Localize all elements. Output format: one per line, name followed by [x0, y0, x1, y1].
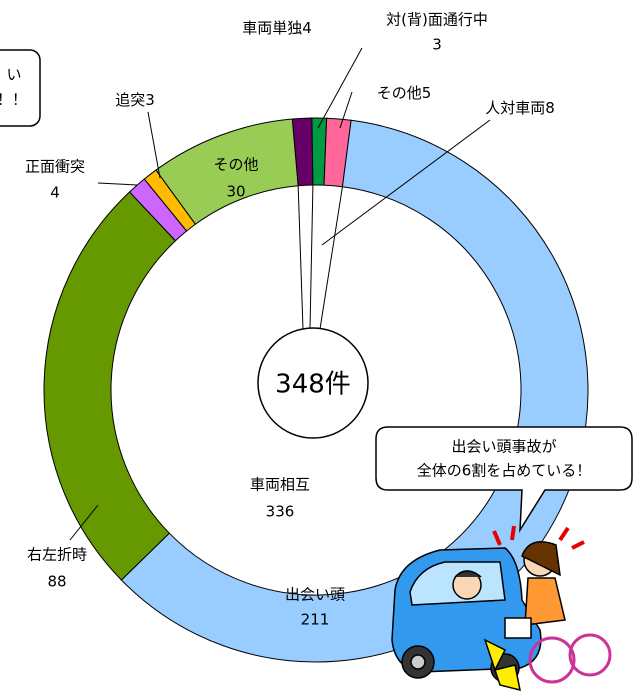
- label: 追突3: [115, 91, 155, 109]
- label: 右左折時: [27, 546, 87, 564]
- callout-text: い: [6, 66, 21, 84]
- illustration: [391, 525, 612, 692]
- label: 人対車両8: [485, 99, 555, 117]
- leader-lines: [69, 47, 491, 541]
- label: 出会い頭: [285, 586, 345, 604]
- wedge-line: [319, 186, 343, 330]
- wedge-line: [309, 185, 314, 330]
- callout-box: [375, 426, 633, 533]
- label: 車両相互: [250, 476, 310, 494]
- label: その他5: [377, 84, 432, 102]
- donut-segment: [155, 118, 299, 225]
- label: 対(背)面通行中: [386, 11, 488, 29]
- value-label: 30: [226, 183, 245, 201]
- donut-segment: [43, 191, 177, 581]
- callout-text: 全体の6割を占めている！: [417, 462, 592, 480]
- value-label: 4: [50, 184, 60, 202]
- callout-box: [0, 49, 41, 127]
- center-circle: [257, 327, 369, 439]
- value-label: 3: [432, 36, 442, 54]
- value-label: 336: [266, 503, 295, 521]
- label: 車両単独4: [242, 19, 312, 37]
- value-label: 211: [301, 611, 330, 629]
- callout-text: 出会い頭事故が: [451, 438, 556, 456]
- callout-text: ！！: [0, 91, 27, 109]
- inner-lines: [297, 185, 343, 330]
- label: 正面衝突: [25, 158, 85, 176]
- label: その他: [213, 156, 258, 174]
- value-label: 88: [47, 573, 66, 591]
- total-label: 348件: [275, 370, 351, 400]
- wedge-line: [297, 185, 304, 330]
- donut-segment: [120, 119, 589, 663]
- ring: [43, 117, 589, 663]
